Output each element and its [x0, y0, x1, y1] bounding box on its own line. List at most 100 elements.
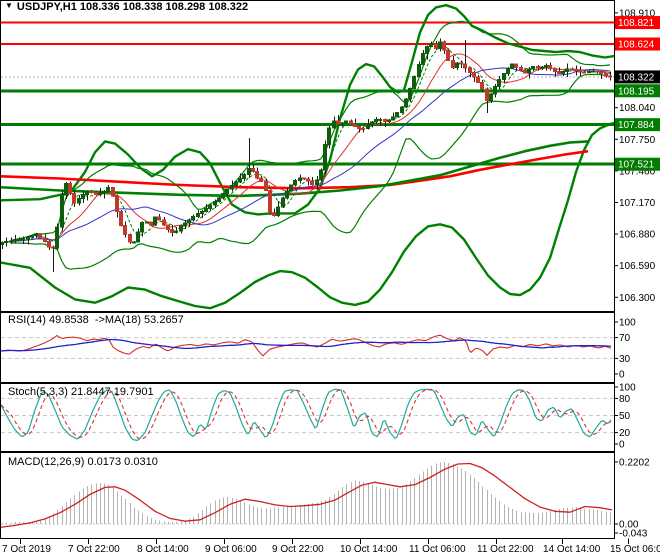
- candlestick-series: [1, 38, 612, 273]
- candle-body: [183, 222, 187, 227]
- stochastic-panel[interactable]: [1, 388, 614, 442]
- candle-body: [374, 119, 378, 123]
- price-tick-label: 106.880: [619, 230, 656, 241]
- panel-border: [0, 0, 615, 312]
- candle-body: [587, 70, 591, 74]
- macd-tick-label: 0.00: [619, 520, 639, 531]
- candle-body: [132, 241, 136, 244]
- candle-body: [43, 237, 47, 242]
- candle-body: [302, 177, 306, 180]
- candle-body: [225, 188, 229, 195]
- price-tick-label: 108.910: [619, 8, 656, 19]
- stoch-tick-label: 0: [619, 440, 625, 451]
- candle-body: [268, 189, 272, 214]
- candle-body: [570, 68, 574, 71]
- candle-body: [98, 192, 102, 196]
- candle-body: [378, 119, 382, 122]
- ma-mid: [6, 53, 611, 243]
- candle-body: [9, 240, 13, 243]
- candle-body: [582, 71, 586, 74]
- candle-body: [196, 213, 200, 218]
- candle-body: [417, 64, 421, 78]
- candle-body: [191, 216, 195, 221]
- stoch-tick-label: 100: [619, 383, 636, 394]
- ma-fast: [6, 45, 611, 243]
- candle-body: [565, 68, 569, 73]
- macd-panel[interactable]: [0, 462, 614, 528]
- candle-body: [51, 246, 55, 249]
- candle-body: [85, 190, 89, 196]
- rsi-tick-label: 70: [619, 333, 631, 344]
- candle-body: [442, 41, 446, 51]
- candle-body: [421, 53, 425, 66]
- candle-body: [204, 207, 208, 212]
- candle-body: [285, 190, 289, 199]
- price-badge-label: 107.521: [618, 160, 655, 171]
- candle-body: [26, 236, 30, 240]
- candle-body: [429, 43, 433, 47]
- candle-body: [264, 180, 268, 191]
- candle-body: [523, 69, 527, 74]
- candle-body: [119, 211, 123, 226]
- ma-slow: [6, 67, 611, 243]
- rsi-tick-label: 100: [619, 318, 636, 329]
- time-axis-label: 11 Oct 06:00: [409, 544, 466, 555]
- candle-body: [157, 216, 161, 221]
- candle-body: [310, 180, 314, 186]
- candle-body: [336, 120, 340, 125]
- candle-body: [47, 240, 51, 248]
- candle-body: [208, 204, 212, 209]
- candle-body: [400, 106, 404, 114]
- rsi-panel[interactable]: [1, 334, 614, 359]
- panel-border: [0, 452, 615, 539]
- candle-body: [251, 168, 255, 173]
- collapse-arrow-icon[interactable]: ▼: [5, 1, 13, 10]
- candle-body: [221, 193, 225, 199]
- candle-body: [408, 87, 412, 100]
- candle-body: [463, 63, 467, 69]
- inner-band-lower: [10, 73, 611, 270]
- time-axis: 7 Oct 2019 7 Oct 22:00 8 Oct 14:00 9 Oct 06…: [2, 538, 660, 555]
- candle-body: [174, 230, 178, 234]
- candle-body: [1, 241, 4, 246]
- stoch-tick-label: 20: [619, 428, 631, 439]
- time-axis-label: 8 Oct 14:00: [137, 544, 189, 555]
- candle-body: [4, 241, 8, 244]
- price-tick-label: 108.040: [619, 103, 656, 114]
- time-axis-label: 7 Oct 22:00: [68, 544, 120, 555]
- candle-body: [599, 71, 603, 75]
- price-tick-label: 106.590: [619, 261, 656, 272]
- price-badge: [615, 16, 660, 30]
- price-badge-label: 108.624: [618, 40, 655, 51]
- candle-body: [242, 174, 246, 179]
- price-badge: [615, 84, 660, 98]
- candle-body: [162, 219, 166, 226]
- candle-body: [255, 171, 259, 179]
- candle-body: [412, 76, 416, 89]
- panel-frames: [0, 0, 615, 539]
- candle-body: [230, 184, 234, 190]
- candle-body: [557, 70, 561, 74]
- candle-body: [425, 45, 429, 55]
- candle-body: [497, 78, 501, 88]
- candle-body: [281, 197, 285, 208]
- candle-body: [438, 41, 442, 49]
- candle-body: [591, 70, 595, 73]
- candle-body: [561, 71, 565, 74]
- outer-band-upper: [1, 3, 614, 216]
- candle-body: [136, 231, 140, 243]
- candle-body: [111, 187, 115, 197]
- candle-body: [140, 221, 144, 233]
- candle-body: [259, 177, 263, 182]
- candle-body: [604, 73, 608, 77]
- price-axis: 108.910 108.040 107.750 107.460 107.170 106.8…: [614, 8, 660, 540]
- candle-body: [468, 67, 472, 73]
- inner-band-upper: [10, 20, 611, 241]
- candle-body: [540, 66, 544, 69]
- main-price-panel[interactable]: [0, 3, 620, 310]
- candle-body: [153, 216, 157, 226]
- candle-body: [349, 120, 353, 125]
- candle-body: [514, 63, 518, 68]
- candle-body: [446, 49, 450, 62]
